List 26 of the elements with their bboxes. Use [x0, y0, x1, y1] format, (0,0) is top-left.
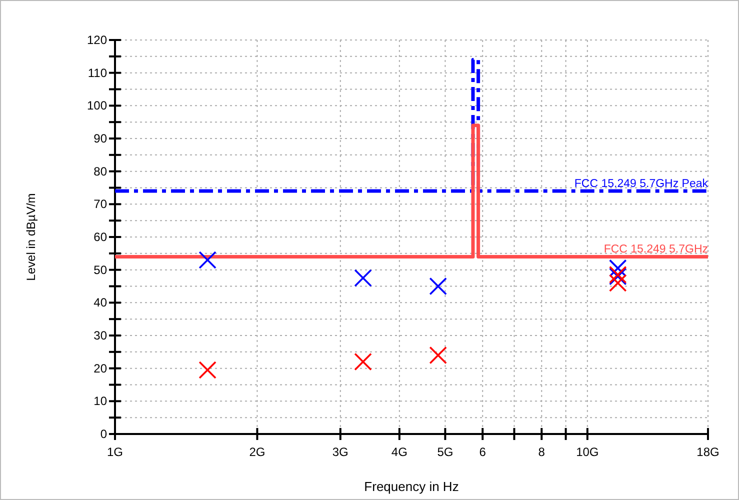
x-tick-label: 18G: [696, 445, 720, 459]
x-tick-label: 6: [479, 445, 486, 459]
y-tick-label: 60: [94, 230, 108, 244]
x-tick-label: 1G: [106, 445, 124, 459]
y-tick-label: 90: [94, 132, 108, 146]
y-tick-label: 40: [94, 296, 108, 310]
y-tick-label: 20: [94, 361, 108, 376]
series-label: FCC 15.249 5.7GHz: [604, 244, 708, 256]
y-tick-label: 0: [100, 427, 108, 441]
y-tick-label: 100: [86, 98, 108, 113]
x-tick-label: 3G: [332, 445, 348, 459]
x-axis-title: Frequency in Hz: [364, 479, 459, 494]
x-tick-label: 4G: [391, 445, 408, 459]
y-tick-label: 50: [94, 262, 108, 277]
y-tick-label: 10: [94, 394, 108, 408]
x-tick-label: 2G: [249, 445, 266, 459]
y-tick-label: 70: [94, 197, 108, 212]
y-tick-label: 80: [94, 164, 108, 178]
x-tick-label: 5G: [437, 445, 454, 459]
x-tick-label: 10G: [576, 445, 599, 459]
x-tick-label: 8: [538, 445, 546, 459]
y-tick-label: 120: [86, 33, 108, 47]
y-axis-title: Level in dBµV/m: [24, 193, 38, 281]
y-tick-label: 110: [88, 66, 108, 80]
y-tick-label: 30: [94, 328, 108, 342]
series-label: FCC 15.249 5.7GHz Peak: [574, 178, 708, 190]
